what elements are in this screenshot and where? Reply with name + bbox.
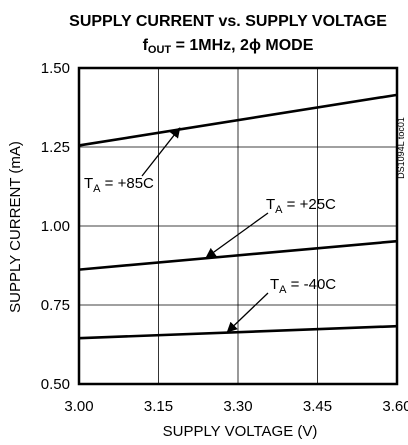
x-axis-label: SUPPLY VOLTAGE (V) [163, 423, 318, 440]
x-tick-label: 3.60 [382, 398, 408, 415]
series-group [78, 93, 398, 340]
x-tick-labels: 3.00 3.15 3.30 3.45 3.60 [64, 398, 408, 415]
y-axis-label: SUPPLY CURRENT (mA) [7, 141, 24, 313]
x-tick-label: 3.30 [223, 398, 252, 415]
series-arrow-1 [205, 212, 269, 259]
plot-frame [77, 66, 399, 386]
series-arrow-2 [226, 292, 269, 333]
x-tick-label: 3.45 [303, 398, 332, 415]
x-tick-label: 3.15 [144, 398, 173, 415]
y-tick-label: 1.50 [41, 60, 70, 77]
x-tick-label: 3.00 [64, 398, 93, 415]
y-tick-labels: 0.50 0.75 1.00 1.25 1.50 [41, 60, 70, 393]
series-label-1: TA = +25C [266, 196, 336, 216]
y-tick-label: 0.50 [41, 376, 70, 393]
chart-subtitle: fOUT = 1MHz, 2ϕ MODE [143, 37, 314, 56]
y-tick-label: 0.75 [41, 297, 70, 314]
series-label-2: TA = -40C [270, 276, 336, 296]
y-tick-label: 1.25 [41, 139, 70, 156]
annotations: TA = +85C TA = +25C TA = -40C [84, 127, 336, 333]
side-label: DS1094L toc01 [396, 117, 406, 179]
series-label-0: TA = +85C [84, 175, 154, 195]
series-line-2 [78, 324, 398, 340]
series-line-1 [78, 239, 398, 271]
series-arrow-0 [141, 127, 181, 177]
y-tick-label: 1.00 [41, 218, 70, 235]
chart-title: SUPPLY CURRENT vs. SUPPLY VOLTAGE [69, 13, 387, 30]
series-line-0 [78, 93, 398, 147]
